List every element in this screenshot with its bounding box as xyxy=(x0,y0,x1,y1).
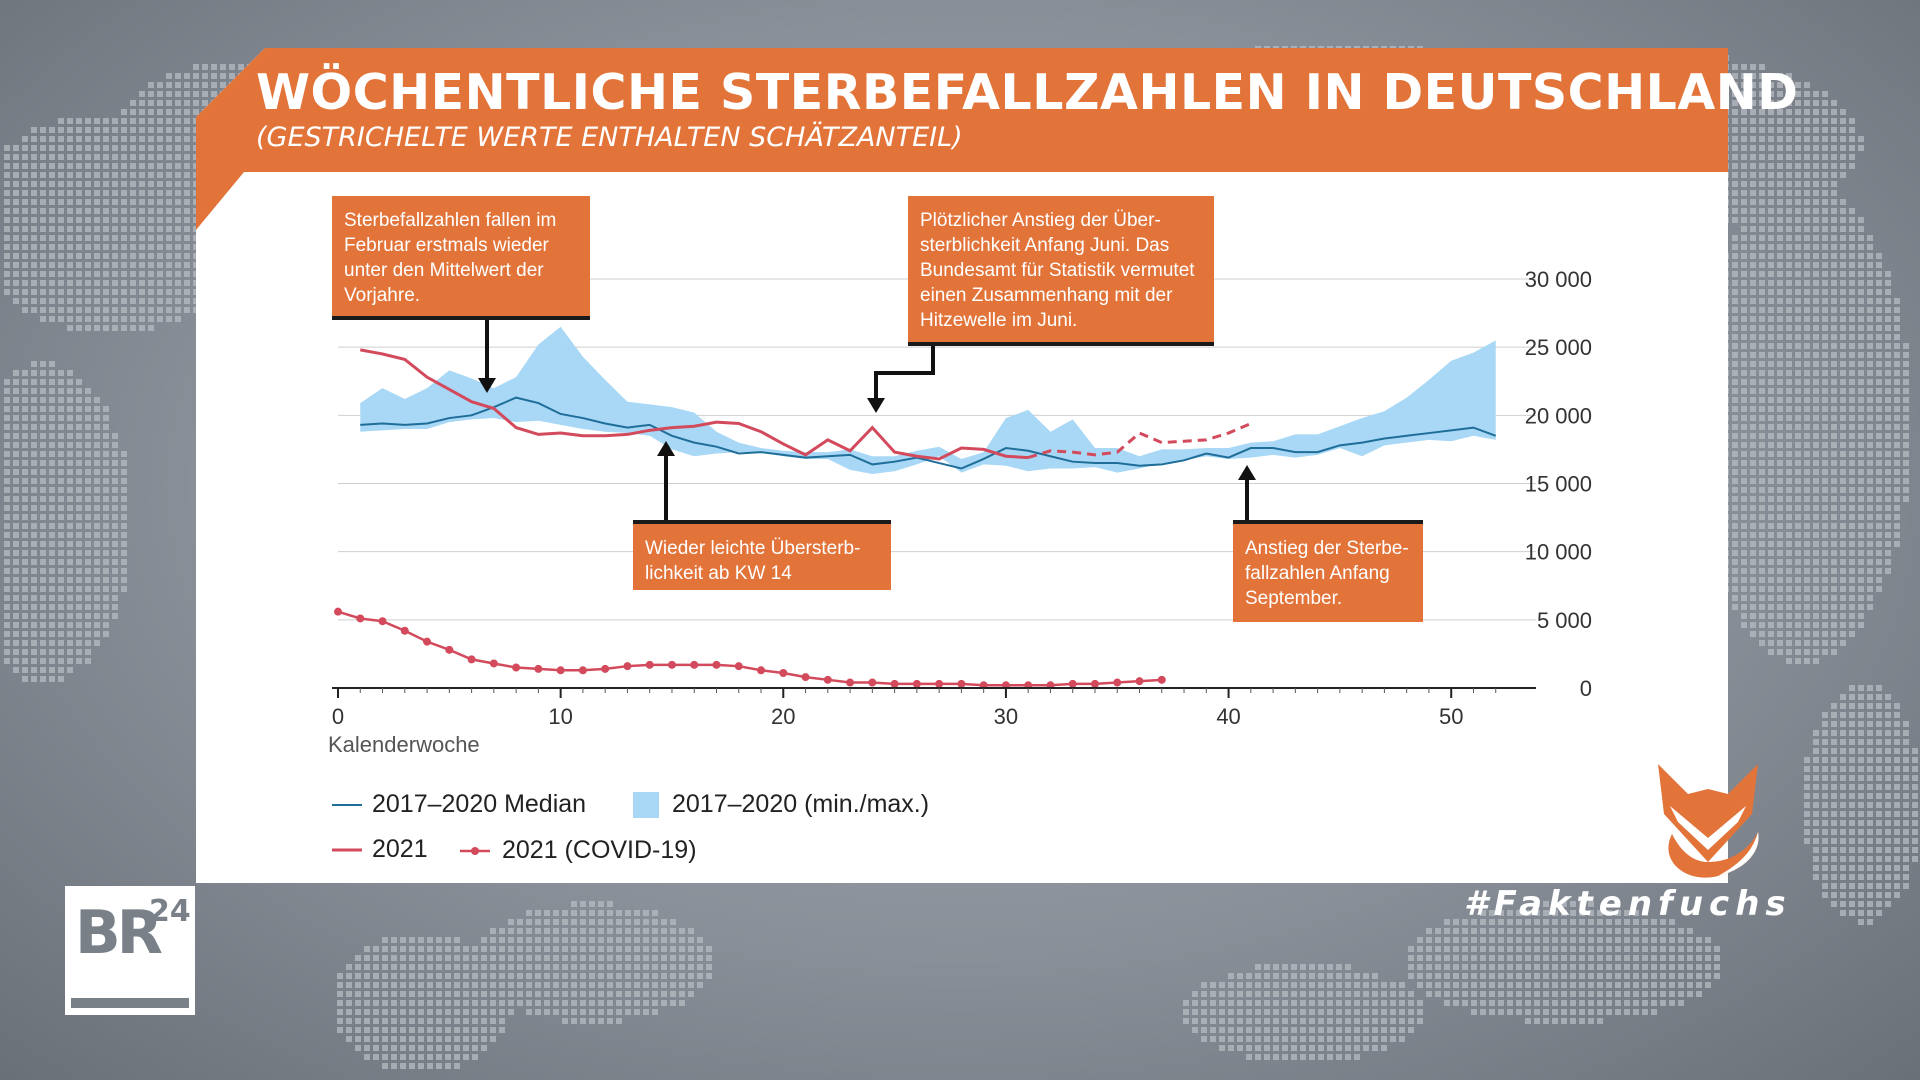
covid-point xyxy=(734,662,743,671)
x-tick-label: 30 xyxy=(994,704,1018,729)
covid-point xyxy=(935,679,944,688)
covid-point xyxy=(378,617,387,626)
covid-point xyxy=(1068,679,1077,688)
arrow-kw14-head xyxy=(657,441,675,456)
header-band xyxy=(196,48,1728,172)
covid-point xyxy=(757,666,766,675)
x-tick-label: 10 xyxy=(548,704,572,729)
y-tick-label: 15 000 xyxy=(1525,472,1592,497)
covid-point xyxy=(423,637,432,646)
y-tick-label: 30 000 xyxy=(1525,267,1592,292)
faktenfuchs-hashtag: #Faktenfuchs xyxy=(1464,884,1792,924)
fox-icon xyxy=(1658,764,1759,878)
annotation-february: Sterbefallzahlen fallen im Februar erstm… xyxy=(332,196,590,320)
covid-point xyxy=(467,655,476,664)
legend-swatch-band xyxy=(633,792,659,818)
covid-point xyxy=(890,679,899,688)
arrow-february-head xyxy=(478,378,496,393)
covid-point xyxy=(823,675,832,684)
chart-title: WÖCHENTLICHE STERBEFALLZAHLEN IN DEUTSCH… xyxy=(256,64,1799,121)
covid-point xyxy=(801,673,810,682)
covid-point xyxy=(712,660,721,669)
series-band-min-max xyxy=(360,326,1496,474)
covid-point xyxy=(957,679,966,688)
covid-point xyxy=(489,659,498,668)
legend-label-band: 2017–2020 (min./max.) xyxy=(672,790,930,818)
legend-label-covid: 2021 (COVID-19) xyxy=(502,836,697,864)
series-median-line xyxy=(360,396,1497,470)
y-tick-label: 5 000 xyxy=(1537,608,1592,633)
covid-point xyxy=(1113,678,1122,687)
y-tick-label: 25 000 xyxy=(1525,335,1592,360)
covid-point xyxy=(400,626,409,635)
covid-point xyxy=(690,660,699,669)
covid-point xyxy=(645,660,654,669)
chart-subtitle: (GESTRICHELTE WERTE ENTHALTEN SCHÄTZANTE… xyxy=(256,122,963,153)
x-tick-label: 20 xyxy=(771,704,795,729)
covid-point xyxy=(667,660,676,669)
y-tick-label: 0 xyxy=(1580,676,1592,701)
covid-point xyxy=(1135,677,1144,686)
covid-point xyxy=(1090,679,1099,688)
covid-point xyxy=(912,679,921,688)
covid-point xyxy=(623,662,632,671)
covid-point xyxy=(1157,675,1166,684)
br24-logo-text: BR xyxy=(75,898,163,968)
y-tick-label: 20 000 xyxy=(1525,403,1592,428)
legend-label-2021: 2021 xyxy=(372,835,428,863)
covid-point xyxy=(868,678,877,687)
covid-point xyxy=(601,664,610,673)
covid-point xyxy=(779,669,788,678)
x-tick-label: 0 xyxy=(332,704,344,729)
covid-point xyxy=(512,663,521,672)
legend-label-median: 2017–2020 Median xyxy=(372,790,587,818)
arrow-september-head xyxy=(1238,465,1256,480)
br24-logo-sup: 24 xyxy=(149,894,191,929)
annotation-kw14: Wieder leichte Übersterb­lichkeit ab KW … xyxy=(633,520,891,590)
covid-point xyxy=(534,664,543,673)
arrow-june-head xyxy=(867,398,885,413)
br24-logo-bar xyxy=(71,998,189,1008)
covid-point xyxy=(556,666,565,675)
covid-point xyxy=(846,678,855,687)
covid-point xyxy=(356,614,365,623)
annotation-june: Plötzlicher Anstieg der Über­sterblichke… xyxy=(908,196,1214,346)
x-tick-label: 40 xyxy=(1216,704,1240,729)
annotation-september: Anstieg der Sterbe­fallzahlen Anfang Sep… xyxy=(1233,520,1423,622)
series-2021-estimated-line xyxy=(1027,422,1252,460)
br24-logo: BR 24 xyxy=(65,886,195,1015)
series-covid-line xyxy=(337,610,1162,687)
x-axis-label: Kalenderwoche xyxy=(328,732,480,757)
series-2021-line xyxy=(359,348,1029,461)
legend-swatch-covid-marker xyxy=(471,847,479,855)
y-tick-label: 10 000 xyxy=(1525,540,1592,565)
covid-point xyxy=(445,645,454,654)
x-tick-label: 50 xyxy=(1439,704,1463,729)
arrow-june xyxy=(874,346,935,398)
covid-point xyxy=(578,666,587,675)
covid-point xyxy=(334,607,342,616)
